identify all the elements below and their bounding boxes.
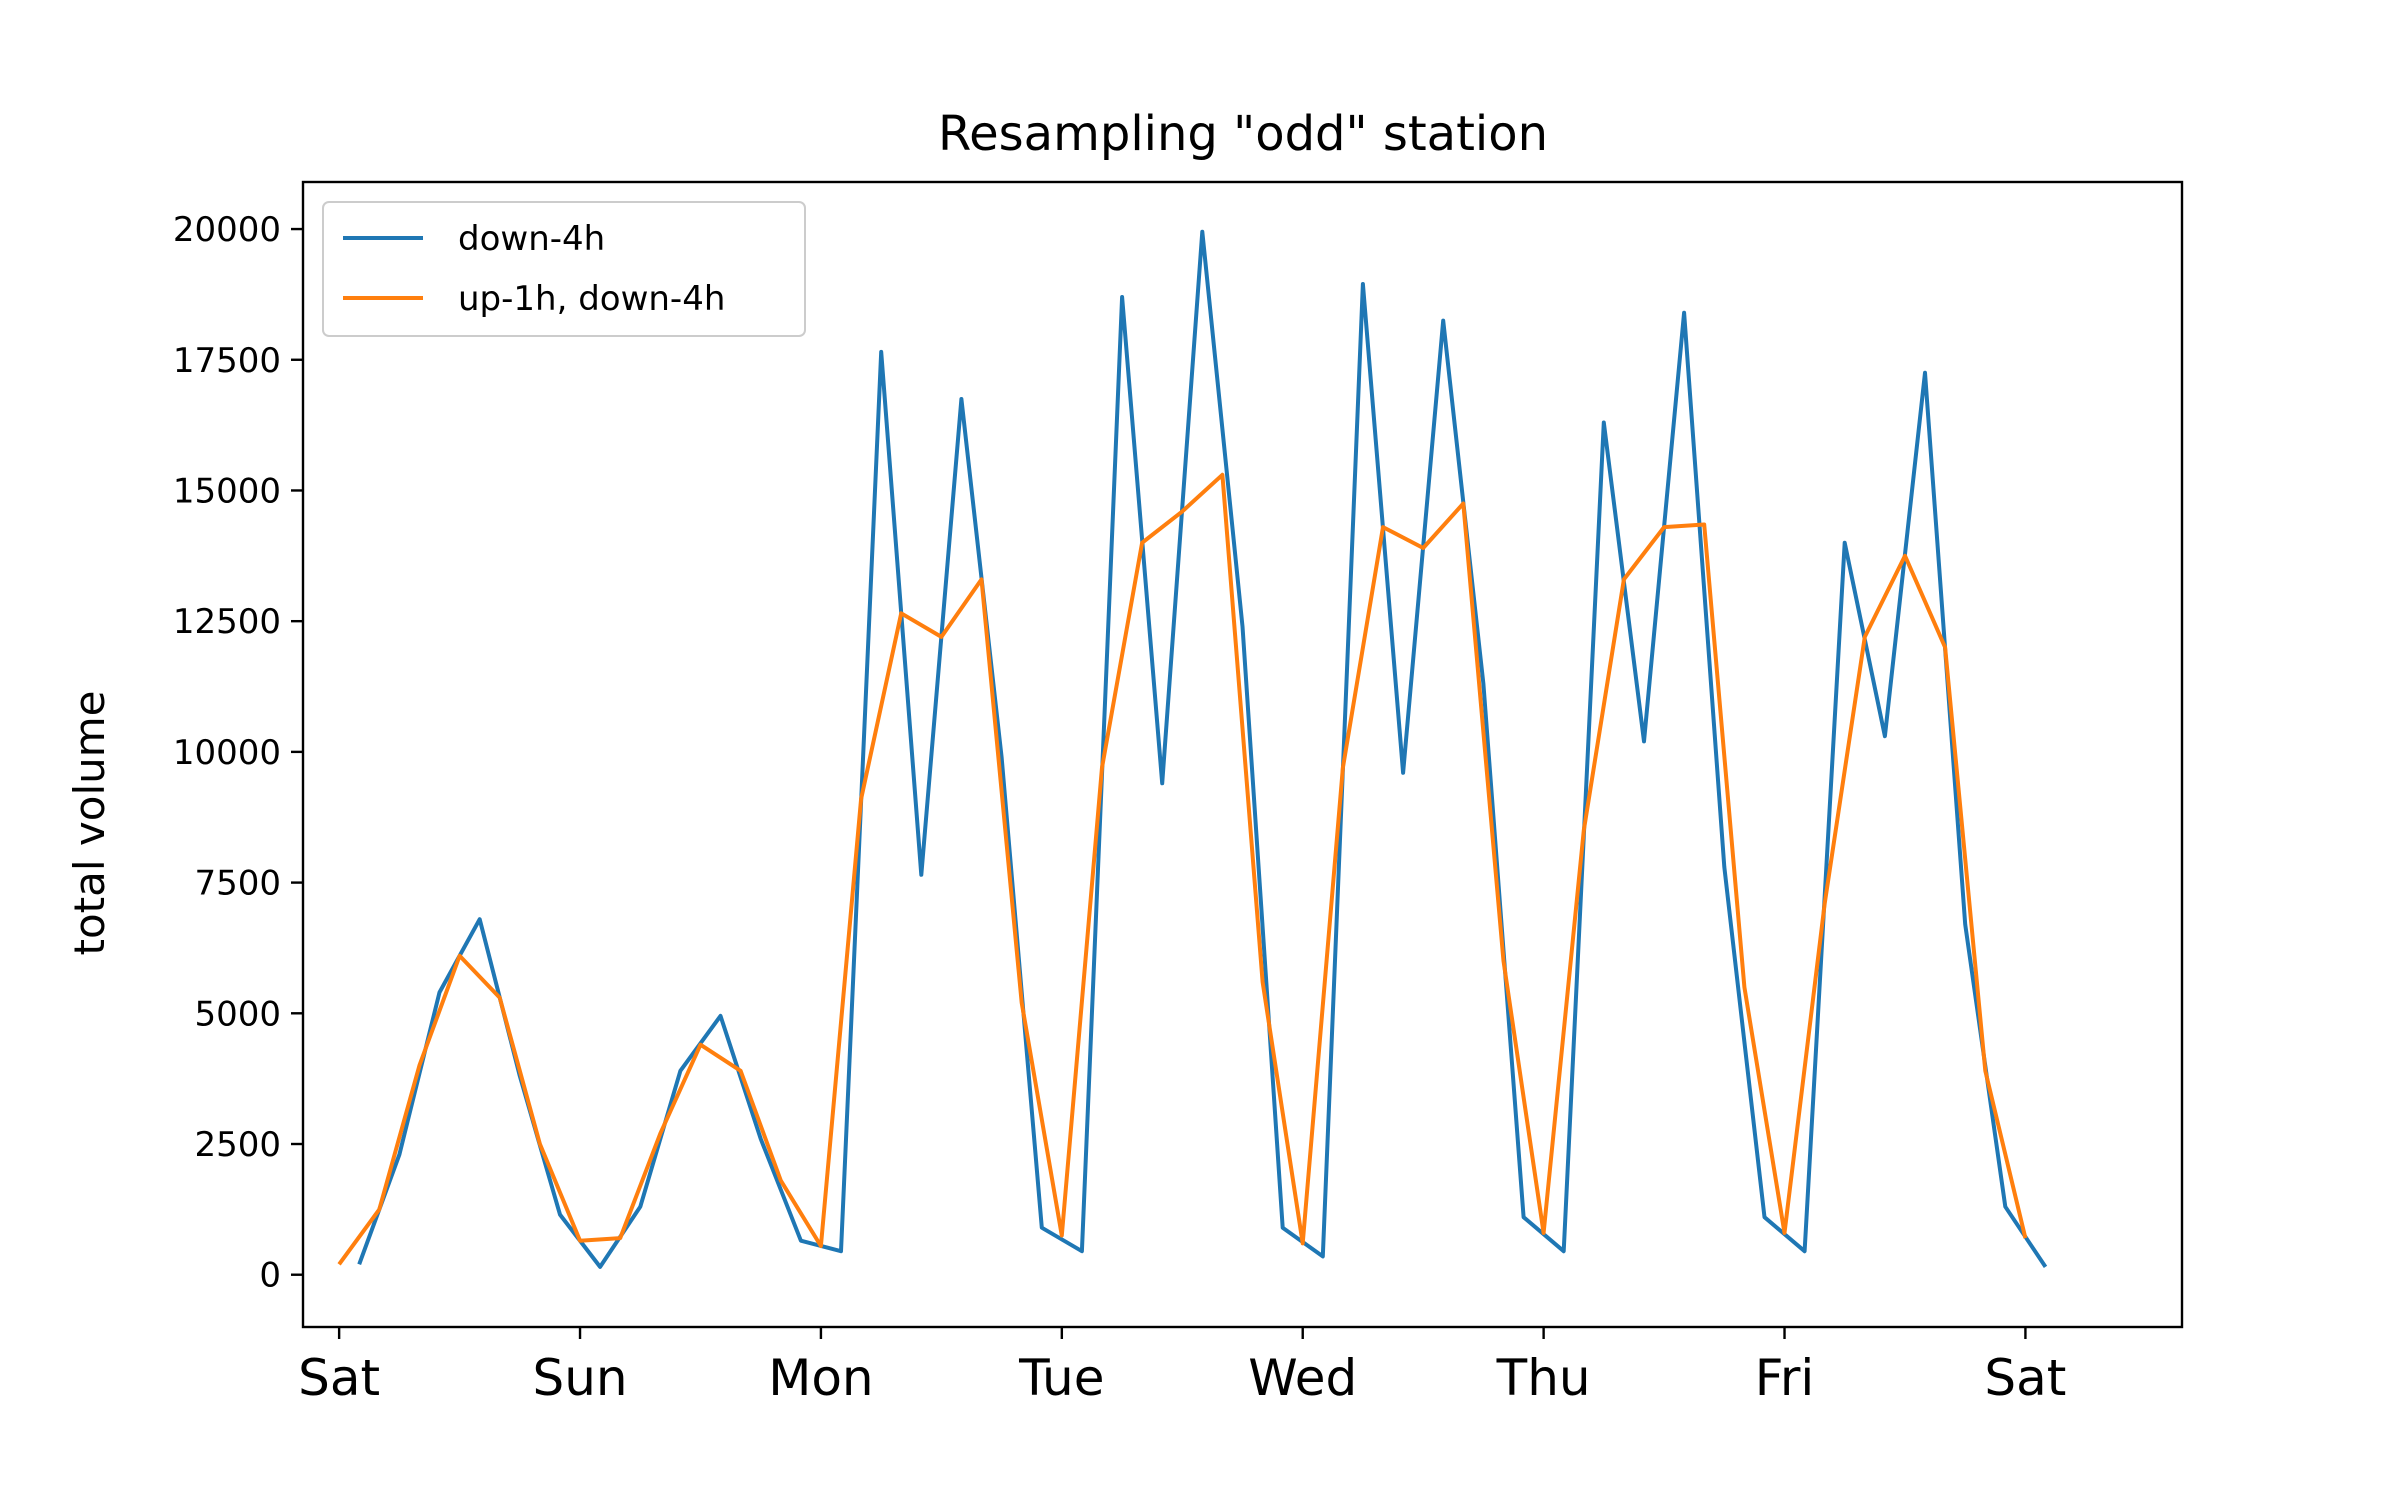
y-tick-label: 17500 [173,341,281,381]
x-tick-label: Tue [1018,1349,1104,1407]
legend-label-1: up-1h, down-4h [458,279,725,319]
legend-box [322,201,806,337]
x-tick-label: Mon [768,1349,873,1407]
y-tick-label: 5000 [194,994,281,1034]
x-tick-label: Sat [298,1349,380,1407]
y-tick-label: 7500 [194,864,281,904]
series-line-1 [337,472,2028,1266]
y-tick-label: 15000 [173,471,281,511]
y-axis-label: total volume [65,691,114,956]
x-tick-label: Thu [1496,1349,1591,1407]
plot-frame [301,180,2184,1329]
chart-title: Resampling "odd" station [938,106,1548,162]
y-tick-label: 2500 [194,1125,281,1165]
x-tick-label: Fri [1755,1349,1815,1407]
y-tick-label: 10000 [173,733,281,773]
y-tick-label: 12500 [173,602,281,642]
x-tick-label: Sat [1984,1349,2066,1407]
x-tick-label: Wed [1248,1349,1357,1407]
series-line-0 [357,229,2048,1269]
x-tick-label: Sun [532,1349,627,1407]
y-tick-label: 0 [259,1256,281,1296]
y-tick-label: 20000 [173,210,281,250]
legend-label-0: down-4h [458,219,605,259]
